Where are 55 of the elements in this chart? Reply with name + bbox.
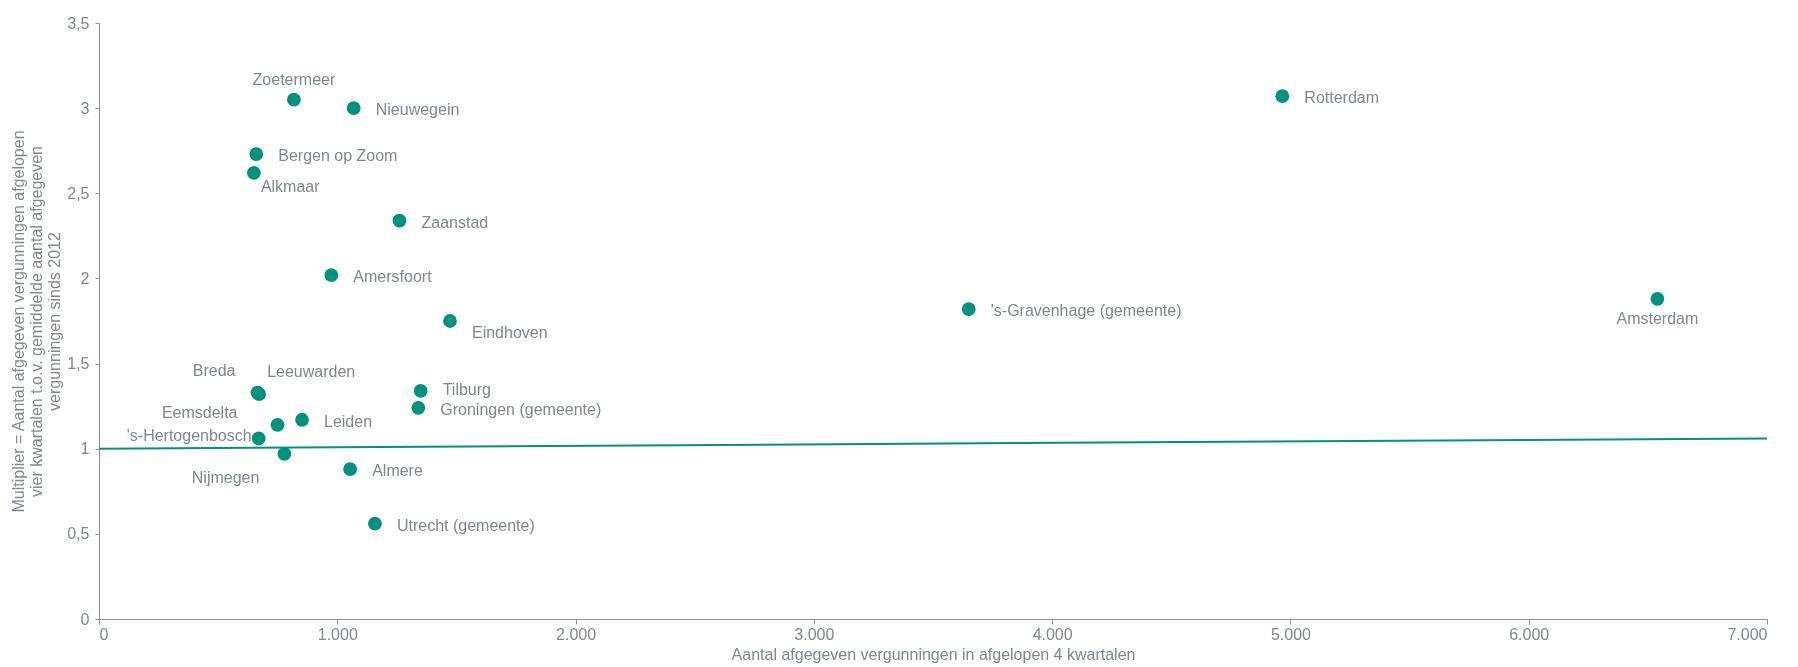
point: [270, 418, 285, 432]
annotation: Amersfoort: [353, 268, 433, 286]
y-tick-label: 2: [80, 269, 90, 287]
point: [295, 412, 309, 427]
annotation: 's-Gravenhage (gemeente): [990, 302, 1182, 320]
x-tick-label: 7.000: [1727, 625, 1768, 643]
point: [346, 101, 361, 116]
point: [249, 147, 264, 161]
point: [1275, 89, 1290, 104]
x-tick-label: 6.000: [1509, 625, 1550, 643]
point: [413, 383, 428, 398]
y-tick-label: 2,5: [67, 184, 90, 202]
annotation: Zaanstad: [421, 213, 489, 231]
annotation: 's-Hertogenbosch: [126, 427, 252, 445]
annotation: Zoetermeer: [252, 70, 336, 88]
annotation: Tilburg: [442, 380, 491, 398]
annotation: Breda: [192, 361, 236, 379]
x-tick-label: 4.000: [1032, 625, 1073, 643]
annotation: Amsterdam: [1616, 309, 1699, 327]
annotation: Utrecht (gemeente): [396, 516, 535, 534]
x-tick-label: 2.000: [556, 625, 597, 643]
annotation: Leeuwarden: [267, 363, 356, 381]
annotation: Eemsdelta: [161, 403, 238, 421]
point: [246, 165, 261, 180]
x-tick-label: 1.000: [317, 625, 358, 643]
y-tick-label: 0: [80, 610, 90, 628]
point: [443, 314, 457, 328]
y-tick-label: 3,5: [67, 14, 90, 32]
annotation: Groningen (gemeente): [440, 400, 602, 418]
x-tick-label: 3.000: [794, 625, 835, 643]
y-tick-label: 0,5: [67, 525, 90, 543]
y-tick-label: 3: [80, 99, 90, 117]
y-tick-label: 1,5: [67, 355, 90, 373]
point: [392, 213, 407, 228]
point: [1650, 291, 1665, 306]
annotation: Alkmaar: [260, 177, 321, 195]
x-tick-label: 0: [99, 625, 109, 643]
point: [961, 302, 976, 316]
x-tick-label: 5.000: [1270, 625, 1312, 643]
point: [251, 431, 266, 446]
annotation: Almere: [372, 462, 423, 480]
x-axis-title: Aantal afgegeven vergunningen in afgelopen 4 kwartalen: [731, 645, 1136, 663]
annotation: Bergen op Zoom: [278, 147, 398, 165]
annotation: Leiden: [324, 412, 373, 430]
y-axis-title: Multiplier = Aantal afgegeven vergunningen afgelopen vier kwartalen t.o.v. gemiddelde aantal afgegeven vergunningen sinds 2012: [10, 130, 64, 513]
y-tick-label: 1: [80, 440, 90, 458]
point: [324, 268, 339, 282]
point: [368, 516, 382, 531]
annotation: Nieuwegein: [375, 101, 460, 119]
annotation: Rotterdam: [1304, 89, 1380, 107]
point: [411, 400, 426, 415]
point: [343, 462, 358, 477]
point: [287, 92, 301, 107]
annotation: Eindhoven: [471, 324, 548, 341]
annotation: Nijmegen: [191, 468, 260, 486]
